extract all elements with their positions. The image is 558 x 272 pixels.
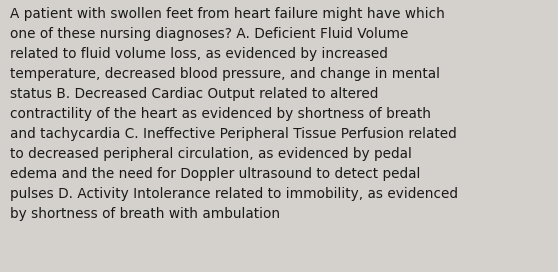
Text: A patient with swollen feet from heart failure might have which
one of these nur: A patient with swollen feet from heart f… bbox=[10, 7, 458, 221]
